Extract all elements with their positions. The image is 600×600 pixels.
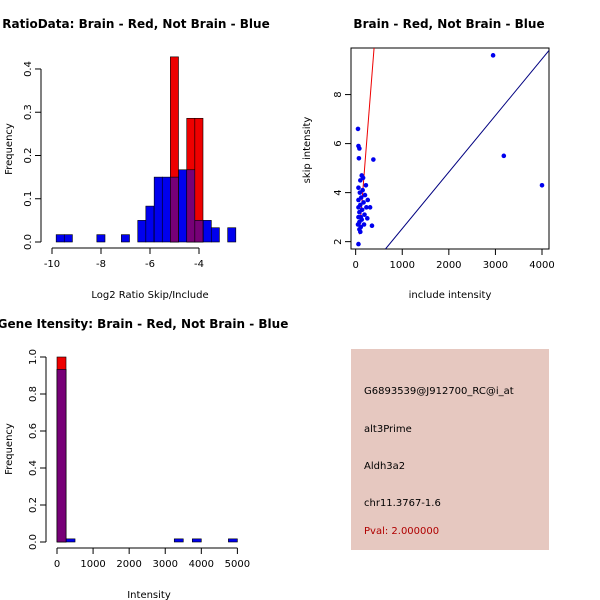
scatter-point-0: [490, 53, 496, 58]
chart-title-1: RatioData: Brain - Red, Not Brain - Blue: [2, 17, 269, 31]
bar-notbrain-1-0: [55, 234, 65, 243]
x-tick-label-3-4: 4000: [189, 559, 214, 570]
x-tick-label-2-3: 3000: [483, 260, 508, 271]
scatter-point-15: [362, 192, 368, 198]
scatter-point-29: [365, 216, 370, 221]
x-tick-label-3-2: 2000: [116, 559, 141, 570]
x-tick-label-3-0: 0: [54, 559, 60, 570]
bar-notbrain-1-1: [63, 234, 73, 243]
x-tick-label-1-0: -10: [44, 259, 60, 270]
x-tick-label-1-1: -8: [96, 259, 106, 270]
scatter-point-19: [361, 200, 366, 205]
y-tick-label-1-3: 0.3: [23, 104, 34, 120]
scatter-point-17: [356, 197, 361, 203]
y-axis-label-3: Frequency: [4, 423, 15, 475]
bar-overlap-3-0: [56, 369, 67, 543]
scatter-point-26: [362, 212, 367, 217]
x-axis-label-1: Log2 Ratio Skip/Include: [91, 290, 208, 301]
y-tick-label-3-3: 0.6: [28, 423, 39, 439]
gene-name: Aldh3a2: [364, 461, 406, 472]
scatter-point-5: [357, 146, 362, 151]
scatter-point-34: [369, 223, 375, 229]
plot-frame-2: [350, 47, 550, 250]
bar-notbrain-1-9: [178, 169, 188, 243]
scatter-point-25: [357, 209, 362, 215]
x-tick-label-3-5: 5000: [225, 559, 250, 570]
x-tick-label-2-2: 2000: [436, 260, 461, 271]
scatter-point-14: [357, 190, 363, 195]
y-tick-label-1-1: 0.1: [23, 191, 34, 207]
y-tick-label-1-4: 0.4: [23, 61, 34, 77]
x-tick-label-2-1: 1000: [390, 260, 415, 271]
bar-notbrain-1-4: [137, 220, 147, 243]
scatter-point-37: [358, 229, 363, 235]
x-tick-label-2-0: 0: [352, 260, 358, 271]
location: chr11.3767-1.6: [364, 498, 441, 509]
bar-notbrain-1-2: [96, 234, 106, 243]
bar-notbrain-1-13: [210, 227, 220, 243]
scatter-point-33: [361, 222, 367, 227]
scatter-point-6: [356, 156, 362, 161]
chart-title-3: Gene Itensity: Brain - Red, Not Brain - …: [0, 317, 288, 331]
probe-id: G6893539@J912700_RC@i_at: [364, 386, 514, 397]
y-tick-label-3-4: 0.8: [28, 386, 39, 402]
x-tick-label-1-3: -4: [194, 259, 204, 270]
y-tick-label-2-2: 6: [333, 140, 344, 146]
bar-notbrain-1-5: [145, 205, 155, 243]
y-tick-label-2-1: 4: [333, 189, 344, 195]
y-tick-label-3-0: 0.0: [28, 534, 39, 550]
bar-notbrain-3-2: [173, 538, 184, 543]
y-tick-label-3-1: 0.2: [28, 497, 39, 513]
bar-notbrain-1-14: [227, 227, 237, 243]
bar-notbrain-1-7: [161, 176, 171, 243]
scatter-point-1: [501, 153, 507, 159]
scatter-point-7: [371, 157, 376, 162]
scatter-point-23: [367, 205, 373, 210]
bar-notbrain-3-4: [228, 538, 238, 543]
fit-line-not-brain-fit: [385, 50, 549, 249]
y-tick-label-2-0: 2: [333, 238, 344, 244]
scatter-point-22: [364, 205, 369, 210]
y-tick-label-3-5: 1.0: [28, 349, 39, 365]
scatter-point-10: [360, 175, 366, 181]
bar-notbrain-1-6: [153, 176, 163, 243]
y-axis-label-2: skip intensity: [302, 117, 313, 184]
scatter-point-21: [356, 205, 361, 210]
x-tick-label-3-1: 1000: [80, 559, 105, 570]
y-axis-label-1: Frequency: [4, 123, 15, 175]
scatter-point-38: [356, 241, 361, 247]
y-tick-label-3-2: 0.4: [28, 460, 39, 476]
y-tick-label-2-3: 8: [333, 91, 344, 97]
bar-overlap-1-1: [186, 169, 196, 243]
bar-notbrain-3-1: [65, 538, 76, 543]
event-type: alt3Prime: [364, 424, 412, 435]
x-tick-label-1-2: -6: [145, 259, 155, 270]
bar-overlap-1-2: [194, 220, 204, 243]
scatter-point-2: [539, 182, 545, 188]
scatter-point-12: [356, 185, 361, 191]
info-panel: G6893539@J912700_RC@i_at alt3Prime Aldh3…: [351, 349, 549, 550]
y-tick-label-1-2: 0.2: [23, 148, 34, 164]
scatter-point-18: [365, 197, 371, 203]
x-axis-label-2: include intensity: [409, 290, 492, 301]
bar-notbrain-3-3: [191, 538, 202, 543]
x-axis-label-3: Intensity: [127, 590, 171, 600]
pval-text: Pval: 2.000000: [364, 526, 440, 537]
bar-overlap-1-0: [170, 176, 179, 243]
scatter-point-3: [355, 126, 361, 132]
bar-notbrain-1-12: [202, 220, 212, 243]
scatter-point-11: [363, 182, 369, 188]
bar-notbrain-1-3: [121, 234, 130, 243]
x-tick-label-3-3: 3000: [153, 559, 178, 570]
chart-title-2: Brain - Red, Not Brain - Blue: [353, 17, 544, 31]
y-tick-label-1-0: 0.0: [23, 234, 34, 250]
x-tick-label-2-4: 4000: [529, 260, 554, 271]
